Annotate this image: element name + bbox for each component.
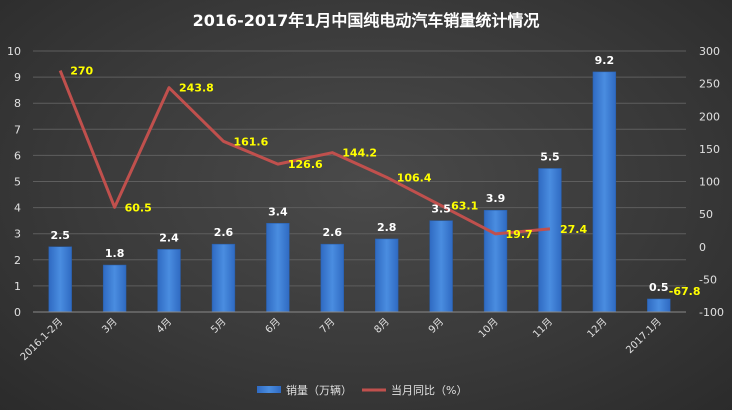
x-tick-label: 2016.1-2月 — [18, 316, 65, 363]
bar-value-label: 5.5 — [540, 150, 560, 163]
legend-bar-swatch — [257, 386, 281, 393]
y-left-tick-label: 3 — [14, 228, 21, 241]
data-labels: 2.5 1.8 2.4 2.6 3.4 2.6 2.8 3.5 3.9 5.5 9.2 0.5 270 6… — [50, 54, 700, 298]
line-value-label: 144.2 — [342, 147, 377, 160]
line-value-label: 27.4 — [560, 223, 587, 236]
bar — [48, 246, 72, 313]
legend-line-label: 当月同比（%） — [391, 383, 467, 397]
x-tick-label: 3月 — [100, 316, 120, 336]
gridlines — [33, 50, 686, 287]
bar — [375, 238, 399, 313]
chart-title: 2016-2017年1月中国纯电动汽车销量统计情况 — [193, 11, 540, 30]
line-value-label: 161.6 — [233, 135, 268, 148]
x-tick-label: 9月 — [426, 316, 446, 336]
x-tick-label: 6月 — [263, 316, 283, 336]
axes: 0 1 2 3 4 5 6 7 8 9 10 -100 -50 0 50 100 150 200 250 300 201… — [7, 45, 724, 363]
y-right-tick-label: 100 — [699, 176, 720, 189]
y-left-tick-label: 10 — [7, 45, 21, 58]
bar-value-label: 2.6 — [323, 226, 343, 239]
line-value-label: 126.6 — [288, 158, 323, 171]
bar — [592, 71, 617, 313]
bar-value-label: 2.6 — [214, 226, 234, 239]
x-tick-label: 8月 — [372, 316, 392, 336]
y-left-tick-label: 0 — [14, 306, 21, 319]
bar-value-label: 2.5 — [50, 229, 70, 242]
line-series — [58, 70, 551, 236]
yoy-line — [58, 70, 551, 236]
y-right-tick-label: 300 — [699, 45, 720, 58]
y-right-tick-label: -100 — [699, 306, 724, 319]
line-value-label: 243.8 — [179, 82, 214, 95]
bar-value-label: 3.9 — [486, 192, 506, 205]
bar — [211, 243, 236, 313]
y-left-tick-label: 2 — [14, 254, 21, 267]
bar-value-label: 1.8 — [105, 247, 125, 260]
bar — [157, 249, 181, 313]
y-left-tick-label: 4 — [14, 202, 21, 215]
y-left-tick-label: 5 — [14, 176, 21, 189]
line-value-label: 270 — [70, 65, 93, 78]
line-value-label: 60.5 — [125, 201, 152, 214]
bar-value-label: 2.8 — [377, 221, 397, 234]
y-left-tick-label: 7 — [14, 123, 21, 136]
bar-value-label: 9.2 — [595, 54, 615, 67]
bar — [266, 223, 290, 313]
x-tick-label: 7月 — [317, 316, 337, 336]
line-value-label: 106.4 — [397, 171, 432, 184]
x-tick-label: 5月 — [209, 316, 229, 336]
bar-value-label: 0.5 — [649, 281, 669, 294]
y-right-tick-label: 150 — [699, 143, 720, 156]
y-left-tick-label: 6 — [14, 149, 21, 162]
x-tick-label: 10月 — [476, 316, 501, 341]
y-left-tick-label: 8 — [14, 97, 21, 110]
bar-value-label: 2.4 — [159, 231, 179, 244]
x-tick-label: 12月 — [585, 316, 610, 341]
bar — [647, 298, 671, 313]
line-value-label: 19.7 — [506, 228, 533, 241]
x-tick-label: 11月 — [531, 316, 556, 341]
legend: 销量（万辆） 当月同比（%） — [257, 383, 467, 397]
bar-value-label: 3.4 — [268, 205, 288, 218]
y-right-tick-label: -50 — [699, 273, 717, 286]
bar — [429, 220, 453, 313]
y-right-tick-label: 50 — [699, 208, 713, 221]
line-value-label: 63.1 — [451, 200, 478, 213]
bar — [102, 264, 127, 313]
bar — [538, 168, 562, 313]
y-right-tick-label: 0 — [699, 241, 706, 254]
y-left-tick-label: 1 — [14, 280, 21, 293]
x-tick-label: 2017.1月 — [624, 316, 664, 356]
y-right-tick-label: 250 — [699, 78, 720, 91]
x-tick-label: 4月 — [154, 316, 174, 336]
y-left-tick-label: 9 — [14, 71, 21, 84]
bar-value-label: 3.5 — [431, 203, 451, 216]
bar-series — [48, 71, 671, 313]
legend-bar-label: 销量（万辆） — [286, 383, 352, 397]
y-right-tick-label: 200 — [699, 110, 720, 123]
bar — [320, 243, 344, 313]
bar — [483, 209, 508, 313]
line-value-label: -67.8 — [669, 285, 701, 298]
